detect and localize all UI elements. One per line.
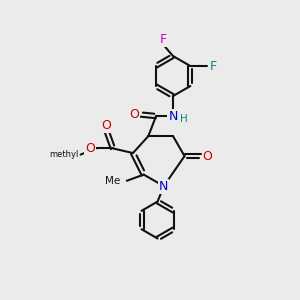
Text: Me: Me: [105, 176, 121, 186]
Text: O: O: [203, 150, 213, 163]
Text: methyl: methyl: [49, 150, 78, 159]
Text: O: O: [130, 108, 140, 121]
Text: H: H: [180, 114, 188, 124]
Text: F: F: [210, 59, 217, 73]
Text: F: F: [160, 33, 167, 46]
Text: N: N: [159, 180, 168, 193]
Text: O: O: [101, 119, 111, 132]
Text: N: N: [168, 110, 178, 123]
Text: O: O: [85, 142, 95, 155]
